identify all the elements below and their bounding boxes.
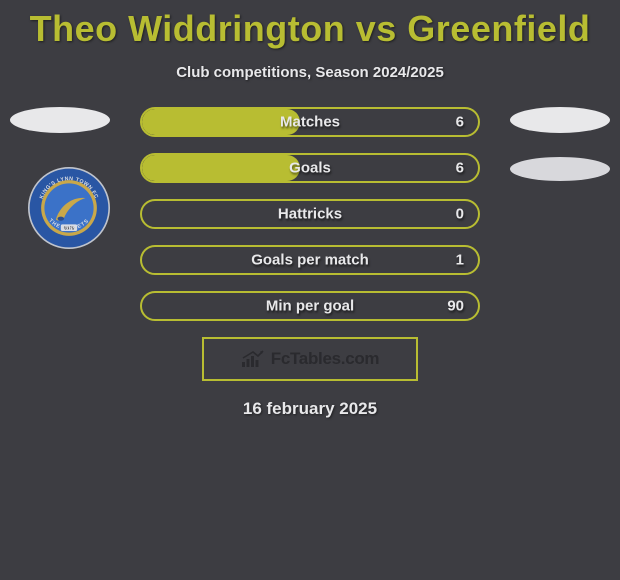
stat-bar-track: Matches 6	[140, 107, 480, 137]
stat-bar-track: Hattricks 0	[140, 199, 480, 229]
fctables-text: FcTables.com	[271, 349, 380, 369]
stat-label: Matches	[280, 114, 340, 131]
stat-value: 6	[456, 160, 464, 177]
stat-value: 0	[456, 206, 464, 223]
stat-label: Hattricks	[278, 206, 342, 223]
subtitle: Club competitions, Season 2024/2025	[0, 64, 620, 81]
stat-label: Min per goal	[266, 298, 354, 315]
player-left-placeholder	[10, 107, 110, 133]
stat-value: 1	[456, 252, 464, 269]
stat-label: Goals	[289, 160, 331, 177]
comparison-panel: 1879 KING'S LYNN TOWN FC THE LINNETS Mat…	[0, 107, 620, 419]
stat-row: Goals 6	[140, 153, 480, 183]
stat-bar-track: Goals per match 1	[140, 245, 480, 275]
stat-value: 6	[456, 114, 464, 131]
stat-bar-track: Goals 6	[140, 153, 480, 183]
stat-label: Goals per match	[251, 252, 369, 269]
stat-value: 90	[447, 298, 464, 315]
stat-row: Hattricks 0	[140, 199, 480, 229]
club-badge-left: 1879 KING'S LYNN TOWN FC THE LINNETS	[28, 167, 110, 249]
chart-icon	[241, 350, 265, 368]
stat-bar-fill	[142, 109, 300, 135]
player-right-placeholder	[510, 107, 610, 133]
stat-row: Matches 6	[140, 107, 480, 137]
page-title: Theo Widdrington vs Greenfield	[0, 0, 620, 50]
date-label: 16 february 2025	[0, 399, 620, 419]
stat-bar-fill	[142, 155, 300, 181]
stat-row: Min per goal 90	[140, 291, 480, 321]
stat-bar-track: Min per goal 90	[140, 291, 480, 321]
stats-bars: Matches 6 Goals 6 Hattricks 0 Goals per match 1…	[140, 107, 480, 321]
stat-row: Goals per match 1	[140, 245, 480, 275]
fctables-logo: FcTables.com	[202, 337, 418, 381]
player-right-placeholder-2	[510, 157, 610, 181]
